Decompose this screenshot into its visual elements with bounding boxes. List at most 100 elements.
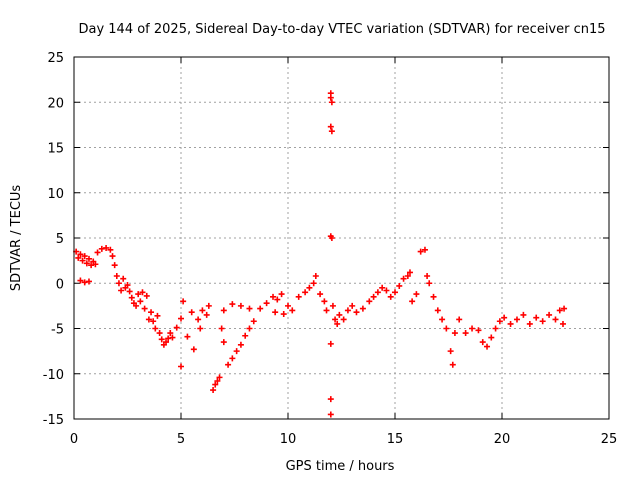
- x-tick-label: 15: [387, 432, 404, 447]
- data-point: [165, 335, 172, 342]
- data-point: [145, 316, 152, 323]
- x-tick-label: 0: [70, 432, 78, 447]
- data-point: [323, 307, 330, 314]
- data-point: [180, 298, 187, 305]
- y-tick-label: 20: [47, 96, 64, 111]
- data-point: [447, 348, 454, 355]
- data-point: [443, 325, 450, 332]
- data-point: [424, 273, 431, 280]
- data-point: [113, 273, 120, 280]
- data-point: [173, 324, 180, 331]
- x-tick-label: 10: [280, 432, 297, 447]
- data-point: [533, 314, 540, 321]
- data-point: [246, 325, 253, 332]
- data-point: [349, 302, 356, 309]
- data-point: [233, 348, 240, 355]
- data-point: [81, 253, 88, 260]
- data-point: [484, 343, 491, 350]
- data-point: [188, 309, 195, 316]
- data-point: [272, 309, 279, 316]
- data-point: [212, 381, 219, 388]
- data-point: [449, 361, 456, 368]
- data-point: [218, 325, 225, 332]
- data-point: [426, 280, 433, 287]
- data-point: [115, 280, 122, 287]
- data-point: [178, 363, 184, 370]
- data-point: [156, 330, 163, 337]
- data-point: [81, 279, 88, 286]
- data-point: [344, 307, 351, 314]
- data-point: [306, 284, 313, 291]
- data-point: [94, 249, 101, 256]
- data-point: [205, 302, 212, 309]
- data-point: [417, 248, 424, 255]
- data-point: [280, 311, 287, 318]
- data-point: [379, 284, 386, 291]
- data-point: [469, 325, 476, 332]
- data-point: [178, 315, 184, 322]
- x-tick-label: 20: [494, 432, 511, 447]
- data-point: [329, 302, 336, 309]
- data-point: [88, 262, 95, 269]
- data-point: [327, 396, 334, 403]
- data-point: [285, 302, 291, 309]
- data-point: [434, 307, 441, 314]
- data-point: [126, 288, 133, 295]
- data-point: [107, 246, 114, 253]
- data-point: [421, 246, 428, 253]
- data-point: [556, 307, 563, 314]
- data-point: [77, 277, 84, 284]
- data-point: [135, 291, 142, 298]
- data-point: [430, 293, 437, 300]
- data-point: [220, 339, 227, 346]
- data-point: [250, 318, 257, 325]
- grid: [74, 57, 609, 419]
- data-point: [488, 334, 495, 341]
- data-point: [237, 341, 244, 348]
- data-point: [310, 280, 317, 287]
- data-point: [507, 320, 514, 327]
- data-point: [274, 296, 281, 303]
- data-point: [392, 289, 398, 296]
- data-point: [439, 316, 446, 323]
- data-point: [225, 361, 232, 368]
- data-point: [409, 298, 416, 305]
- data-point: [383, 287, 390, 294]
- data-point: [340, 316, 347, 323]
- data-point: [118, 287, 125, 294]
- data-point: [220, 307, 227, 314]
- data-point: [451, 330, 458, 337]
- data-point: [353, 309, 360, 316]
- data-point: [327, 411, 334, 418]
- data-point: [321, 298, 328, 305]
- data-point: [336, 311, 343, 318]
- data-point: [561, 305, 568, 312]
- data-point: [109, 253, 116, 260]
- data-point: [370, 293, 377, 300]
- data-point: [137, 298, 144, 305]
- data-point: [289, 307, 296, 314]
- data-point: [141, 305, 148, 312]
- y-tick-label: -10: [43, 368, 64, 383]
- x-axis-label: GPS time / hours: [286, 459, 395, 474]
- data-point: [328, 99, 335, 106]
- data-point: [328, 235, 335, 241]
- data-point: [479, 339, 486, 346]
- data-point: [332, 316, 339, 323]
- data-point: [302, 289, 309, 296]
- data-point: [334, 320, 341, 327]
- data-point: [263, 300, 270, 307]
- data-point: [559, 320, 566, 327]
- data-point: [328, 128, 335, 135]
- data-point: [359, 305, 366, 312]
- data-point: [92, 261, 99, 268]
- data-point: [406, 269, 413, 276]
- y-tick-label: 15: [47, 142, 64, 157]
- data-point: [496, 318, 503, 325]
- data-point: [229, 301, 236, 308]
- data-point: [143, 292, 150, 299]
- data-point: [154, 312, 161, 319]
- data-point: [552, 316, 559, 323]
- data-point: [203, 311, 210, 318]
- data-point: [83, 260, 90, 267]
